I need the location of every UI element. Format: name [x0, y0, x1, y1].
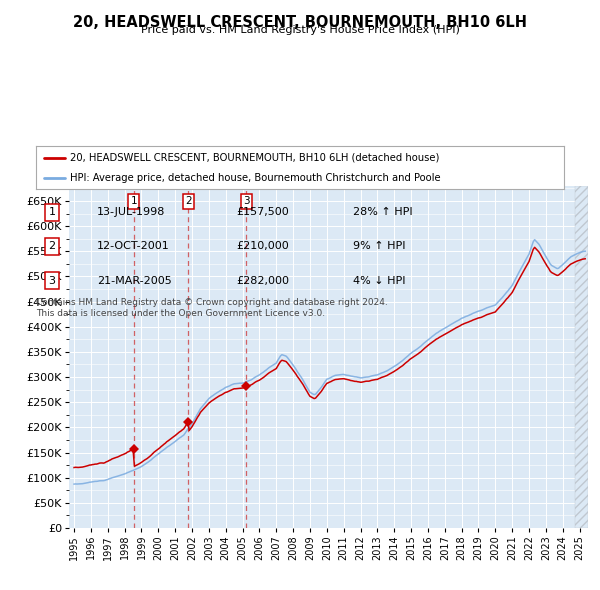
Text: 28% ↑ HPI: 28% ↑ HPI — [353, 208, 412, 217]
Text: 13-JUL-1998: 13-JUL-1998 — [97, 208, 165, 217]
Text: HPI: Average price, detached house, Bournemouth Christchurch and Poole: HPI: Average price, detached house, Bour… — [70, 173, 441, 183]
Text: £157,500: £157,500 — [236, 208, 289, 217]
Text: 20, HEADSWELL CRESCENT, BOURNEMOUTH, BH10 6LH: 20, HEADSWELL CRESCENT, BOURNEMOUTH, BH1… — [73, 15, 527, 30]
Text: 3: 3 — [243, 196, 250, 206]
Text: £210,000: £210,000 — [236, 241, 289, 251]
Text: 4% ↓ HPI: 4% ↓ HPI — [353, 276, 406, 286]
Bar — [575, 186, 588, 528]
Text: Price paid vs. HM Land Registry's House Price Index (HPI): Price paid vs. HM Land Registry's House … — [140, 25, 460, 35]
Text: 1: 1 — [49, 208, 55, 217]
Text: Contains HM Land Registry data © Crown copyright and database right 2024.: Contains HM Land Registry data © Crown c… — [36, 298, 388, 307]
Text: 12-OCT-2001: 12-OCT-2001 — [97, 241, 169, 251]
Text: 3: 3 — [49, 276, 55, 286]
Text: 1: 1 — [130, 196, 137, 206]
Text: 20, HEADSWELL CRESCENT, BOURNEMOUTH, BH10 6LH (detached house): 20, HEADSWELL CRESCENT, BOURNEMOUTH, BH1… — [70, 153, 440, 163]
Bar — [575, 186, 588, 528]
Text: £282,000: £282,000 — [236, 276, 290, 286]
Text: This data is licensed under the Open Government Licence v3.0.: This data is licensed under the Open Gov… — [36, 309, 325, 317]
Text: 9% ↑ HPI: 9% ↑ HPI — [353, 241, 406, 251]
Text: 2: 2 — [48, 241, 55, 251]
Text: 21-MAR-2005: 21-MAR-2005 — [97, 276, 172, 286]
Text: 2: 2 — [185, 196, 191, 206]
